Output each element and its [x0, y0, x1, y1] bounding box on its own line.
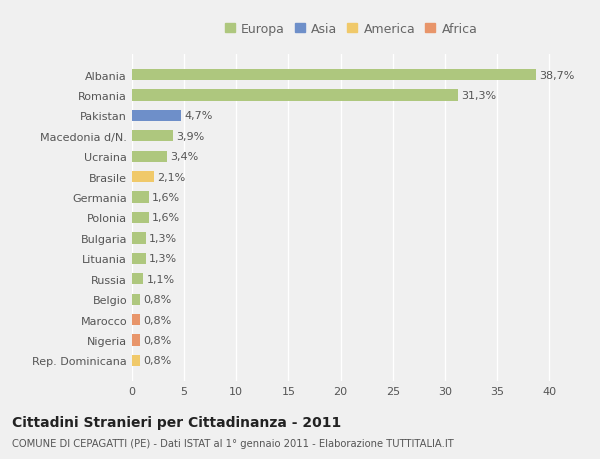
Bar [132, 172, 154, 183]
Text: 38,7%: 38,7% [539, 71, 574, 80]
Text: 0,8%: 0,8% [143, 315, 172, 325]
Bar [132, 314, 140, 325]
Text: 3,4%: 3,4% [170, 152, 199, 162]
Text: 0,8%: 0,8% [143, 295, 172, 304]
Bar [132, 192, 149, 203]
Text: 1,3%: 1,3% [149, 233, 177, 243]
Text: 1,1%: 1,1% [146, 274, 175, 284]
Bar [132, 131, 173, 142]
Text: 3,9%: 3,9% [176, 132, 204, 141]
Text: Cittadini Stranieri per Cittadinanza - 2011: Cittadini Stranieri per Cittadinanza - 2… [12, 415, 341, 429]
Text: 1,3%: 1,3% [149, 254, 177, 264]
Text: 1,6%: 1,6% [152, 193, 180, 203]
Text: 4,7%: 4,7% [184, 111, 212, 121]
Text: 1,6%: 1,6% [152, 213, 180, 223]
Bar [132, 335, 140, 346]
Bar [132, 253, 146, 264]
Bar [132, 233, 146, 244]
Bar [132, 274, 143, 285]
Legend: Europa, Asia, America, Africa: Europa, Asia, America, Africa [221, 19, 481, 39]
Text: 0,8%: 0,8% [143, 335, 172, 345]
Text: 31,3%: 31,3% [461, 91, 497, 101]
Bar [132, 294, 140, 305]
Bar [132, 213, 149, 224]
Text: 2,1%: 2,1% [157, 172, 185, 182]
Bar [132, 111, 181, 122]
Bar [132, 355, 140, 366]
Bar [132, 70, 536, 81]
Bar [132, 151, 167, 162]
Bar [132, 90, 458, 101]
Text: COMUNE DI CEPAGATTI (PE) - Dati ISTAT al 1° gennaio 2011 - Elaborazione TUTTITAL: COMUNE DI CEPAGATTI (PE) - Dati ISTAT al… [12, 438, 454, 448]
Text: 0,8%: 0,8% [143, 356, 172, 365]
